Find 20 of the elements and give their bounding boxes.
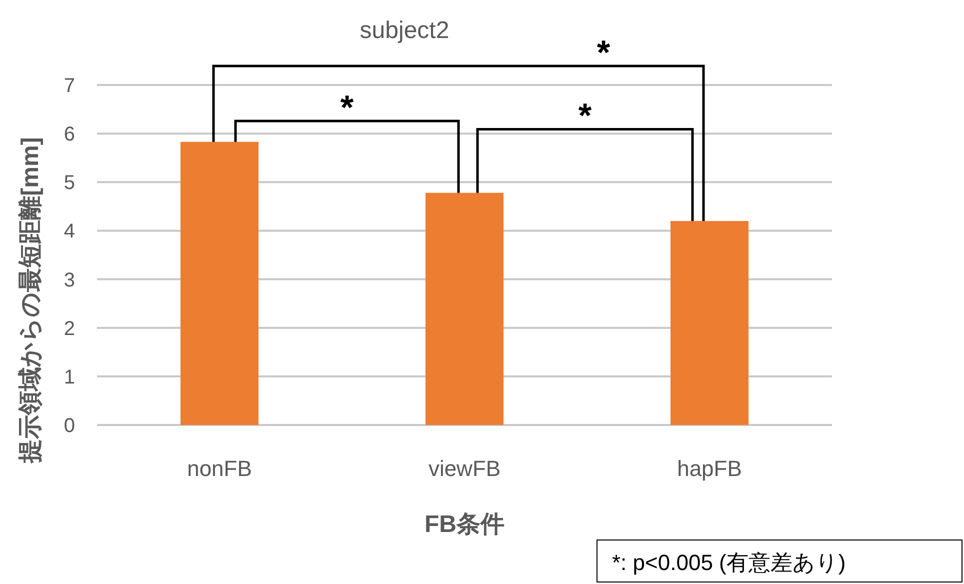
text: *: p<0.005 (有意差あり) (612, 550, 846, 575)
y-tick-label: 1 (64, 366, 75, 388)
annotation: * (340, 88, 354, 127)
y-tick-label: 3 (64, 269, 75, 292)
x-tick-label: hapFB (677, 456, 742, 481)
y-tick-label: 7 (64, 75, 75, 97)
x-tick-label: viewFB (428, 456, 501, 481)
y-tick-label: 6 (64, 124, 75, 146)
y-axis-title: 提示領域からの最短距離[mm] (17, 137, 44, 464)
bar (670, 221, 748, 425)
annotation: * (578, 97, 592, 136)
y-tick-label: 0 (64, 415, 75, 437)
y-tick-label: 2 (64, 318, 75, 340)
x-axis-title: FB条件 (424, 511, 504, 538)
bar (426, 192, 504, 425)
chart-title: subject2 (360, 17, 450, 44)
bar (180, 142, 258, 425)
y-tick-label: 5 (64, 172, 75, 194)
x-tick-label: nonFB (187, 456, 252, 481)
y-tick-label: 4 (64, 220, 75, 243)
